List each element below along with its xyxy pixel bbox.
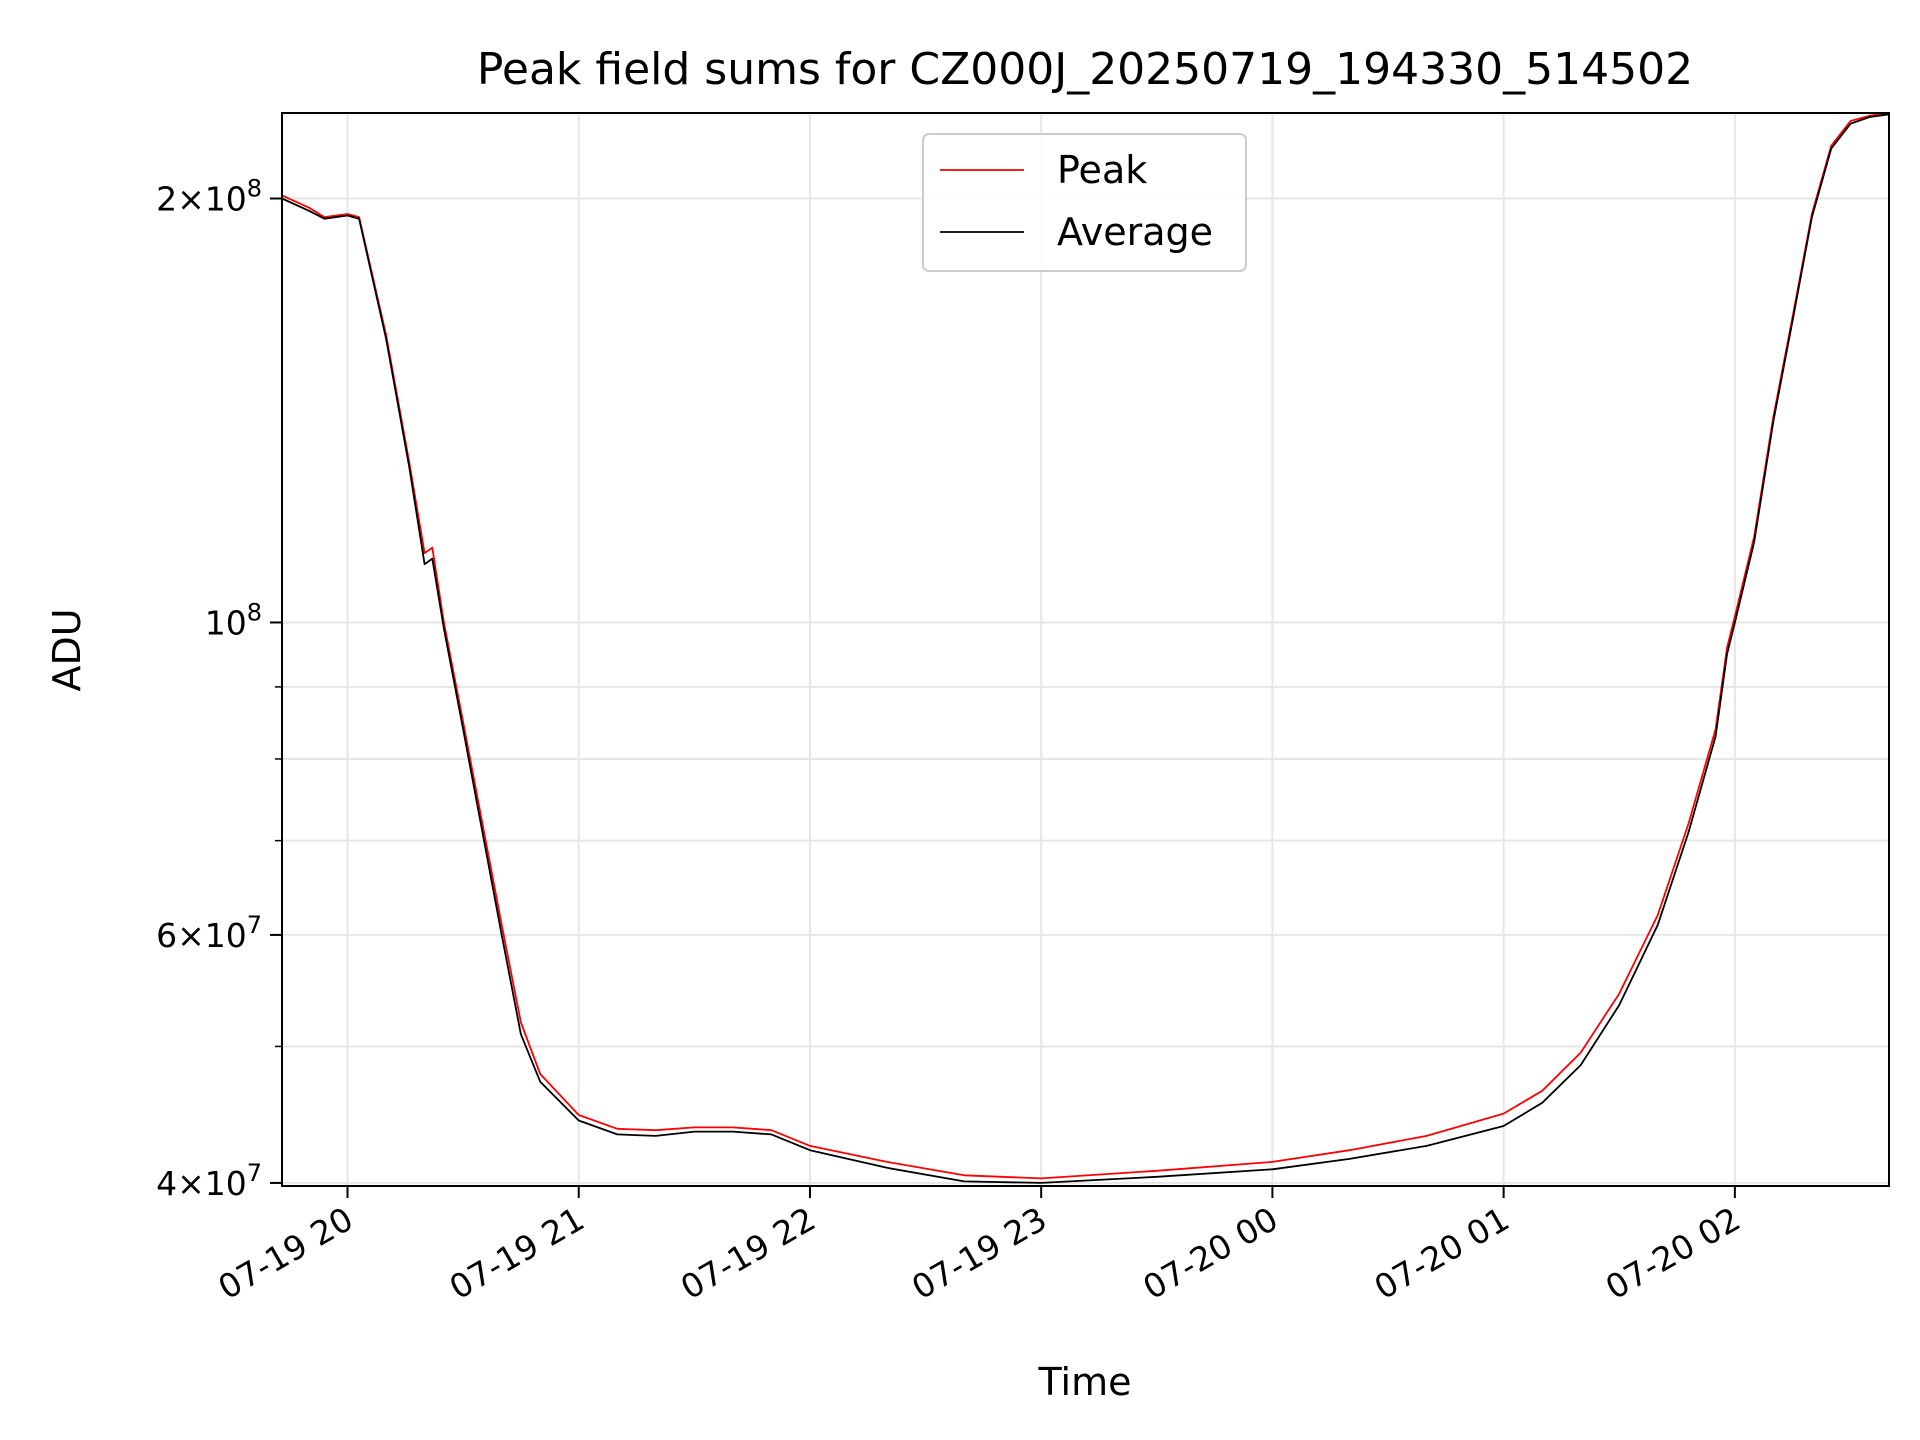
series-average-line [281, 113, 1890, 1184]
y-tick-label: 108 [205, 598, 262, 642]
y-axis-label: ADU [45, 608, 89, 691]
x-axis-label: Time [1038, 1360, 1132, 1404]
chart-title: Peak field sums for CZ000J_20250719_1943… [477, 44, 1693, 95]
y-tick-label: 2×108 [156, 174, 262, 218]
legend-box [922, 133, 1247, 272]
y-tick-label: 6×107 [156, 911, 262, 955]
series-peak-line [281, 112, 1890, 1180]
legend: Peak Average [922, 133, 1247, 272]
plot-frame [281, 112, 1890, 1187]
legend-average-label: Average [1057, 210, 1213, 254]
series-layer [281, 112, 1890, 1184]
legend-peak-label: Peak [1057, 148, 1147, 192]
y-tick-label: 4×107 [156, 1159, 262, 1203]
